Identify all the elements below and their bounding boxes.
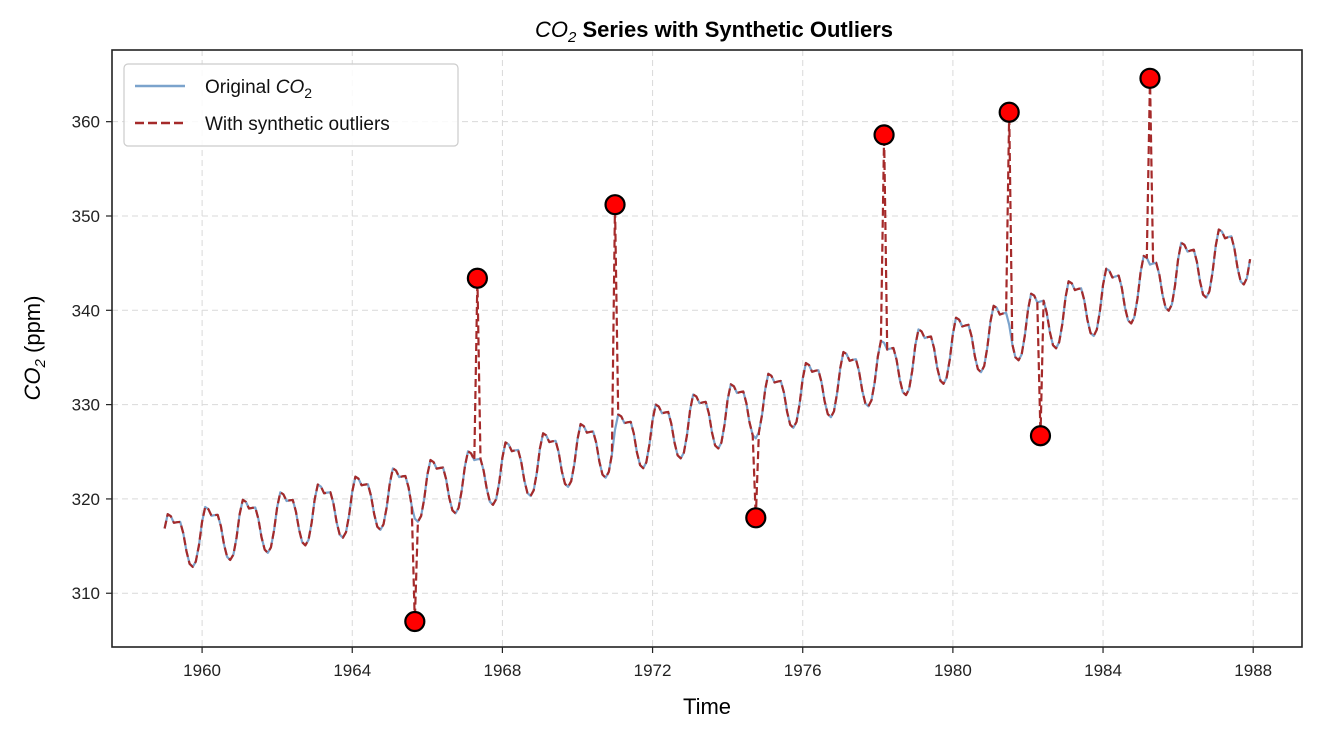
y-tick-label: 340 [72, 301, 100, 320]
ylabel-subscript: 2 [32, 358, 49, 368]
series-outliers [163, 77, 1252, 623]
outlier-point [1139, 67, 1161, 89]
outlier-point [466, 267, 488, 289]
x-axis-title: Time [683, 694, 731, 719]
series-original [163, 228, 1252, 568]
outlier-markers [404, 67, 1161, 633]
y-tick-label: 350 [72, 207, 100, 226]
x-tick-label: 1980 [934, 661, 972, 680]
y-tick-label: 310 [72, 584, 100, 603]
x-tick-label: 1968 [483, 661, 521, 680]
y-tick-label: 330 [72, 396, 100, 415]
ylabel-text: (ppm) [20, 296, 45, 360]
y-tick-label: 360 [72, 113, 100, 132]
plot-area-frame [111, 49, 1303, 648]
legend-box [123, 63, 459, 147]
y-tick-label: 320 [72, 490, 100, 509]
y-axis-title: CO2 (ppm) [20, 296, 49, 401]
legend-label-outliers: With synthetic outliers [205, 114, 390, 135]
outlier-point [745, 507, 767, 529]
x-axis: 1960 1964 1968 1972 1976 1980 1984 1988 [183, 647, 1272, 680]
legend: Original CO2 With synthetic outliers [123, 63, 459, 147]
outlier-point [1029, 425, 1052, 447]
title-math: CO [535, 17, 568, 42]
x-tick-label: 1964 [333, 661, 371, 680]
outlier-series-line [163, 77, 1252, 623]
x-tick-label: 1976 [784, 661, 822, 680]
x-tick-label: 1988 [1234, 661, 1272, 680]
x-tick-label: 1960 [183, 661, 221, 680]
chart-title: CO2 Series with Synthetic Outliers [535, 17, 893, 46]
outlier-point [998, 101, 1020, 123]
legend-label-original: Original CO2 [205, 77, 312, 101]
outlier-point [404, 610, 426, 633]
title-subscript: 2 [567, 29, 577, 46]
original-co2-line [163, 228, 1252, 568]
y-axis: 310 320 330 340 350 360 [72, 113, 112, 603]
ylabel-math: CO [20, 367, 45, 400]
title-text: Series with Synthetic Outliers [576, 17, 893, 42]
x-tick-label: 1984 [1084, 661, 1122, 680]
outlier-point [604, 194, 626, 216]
outlier-point [873, 124, 895, 146]
x-tick-label: 1972 [634, 661, 672, 680]
